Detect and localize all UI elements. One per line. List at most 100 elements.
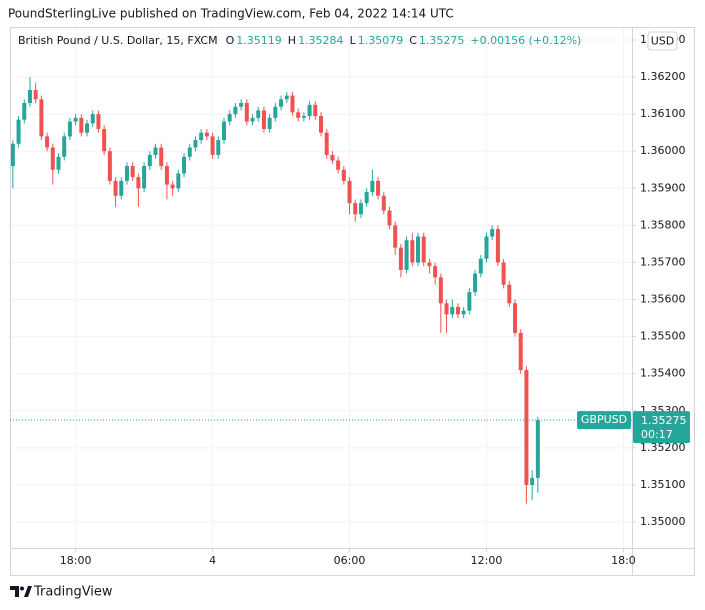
candle-body bbox=[501, 262, 506, 285]
candle-body bbox=[530, 477, 535, 485]
candle-body bbox=[296, 112, 301, 118]
candle-body bbox=[107, 151, 112, 181]
y-tick-label: 1.35400 bbox=[640, 367, 686, 380]
candle-body bbox=[79, 117, 84, 133]
candle-body bbox=[176, 173, 181, 189]
candle-body bbox=[307, 104, 312, 116]
candle-body bbox=[398, 247, 403, 270]
candle-body bbox=[96, 114, 101, 129]
legend-ohlc-value: 1.35079 bbox=[358, 34, 404, 47]
candle-body bbox=[290, 95, 295, 113]
chart-frame bbox=[10, 27, 695, 576]
candle-body bbox=[33, 90, 38, 100]
brand: TradingView bbox=[33, 585, 113, 600]
candle-body bbox=[461, 310, 466, 315]
candle-body bbox=[182, 156, 187, 174]
candle-body bbox=[119, 180, 124, 196]
candle-body bbox=[490, 229, 495, 237]
candle-body bbox=[50, 147, 55, 170]
candle-body bbox=[416, 236, 421, 263]
y-tick-label: 1.35500 bbox=[640, 330, 686, 343]
candle-body bbox=[73, 117, 78, 122]
candle-body bbox=[90, 114, 95, 124]
candle-body bbox=[433, 266, 438, 278]
candle-body bbox=[507, 284, 512, 304]
candle-body bbox=[518, 332, 523, 371]
legend-ohlc-label: H bbox=[288, 34, 296, 47]
candle-body bbox=[353, 203, 358, 215]
candle-body bbox=[284, 95, 289, 100]
symbol-tag bbox=[577, 411, 631, 430]
candle-body bbox=[102, 128, 107, 152]
candle-body bbox=[16, 119, 21, 144]
candle-body bbox=[10, 143, 15, 167]
currency-label: USD bbox=[651, 35, 675, 48]
candle-body bbox=[330, 154, 335, 161]
candle-body bbox=[233, 106, 238, 115]
candle-body bbox=[210, 136, 215, 155]
candle-body bbox=[524, 370, 529, 485]
candle-body bbox=[358, 203, 363, 215]
candle-body bbox=[67, 121, 72, 137]
candle-body bbox=[216, 140, 221, 155]
y-tick-label: 1.36100 bbox=[640, 107, 686, 120]
legend-ohlc-label: O bbox=[226, 34, 235, 47]
legend: British Pound / U.S. Dollar, 15, FXCM O 1.… bbox=[18, 34, 581, 47]
y-tick-label: 1.36200 bbox=[640, 70, 686, 83]
candle-body bbox=[136, 177, 141, 189]
candle-body bbox=[376, 180, 381, 196]
candle-body bbox=[484, 236, 489, 259]
price-tag-countdown: 00:17 bbox=[641, 428, 673, 441]
candle-body bbox=[364, 192, 369, 204]
candle-body bbox=[319, 115, 323, 133]
legend-ohlc-value: 1.35275 bbox=[419, 34, 465, 47]
candle-body bbox=[410, 240, 415, 263]
y-tick-label: 1.35900 bbox=[640, 181, 686, 194]
y-tick-label: 1.35800 bbox=[640, 218, 686, 231]
candle-body bbox=[170, 184, 175, 189]
candle-body bbox=[85, 123, 90, 133]
candle-body bbox=[301, 115, 306, 118]
candle-body bbox=[142, 166, 147, 189]
candle-body bbox=[204, 132, 209, 137]
candle-body bbox=[478, 258, 483, 274]
candle-body bbox=[187, 147, 192, 157]
price-tag-value: 1.35275 bbox=[641, 414, 687, 427]
candle-body bbox=[336, 160, 341, 170]
candle-body bbox=[467, 292, 472, 311]
candle-body bbox=[39, 99, 44, 137]
legend-change: +0.00156 (+0.12%) bbox=[470, 34, 581, 47]
candle-body bbox=[239, 103, 244, 107]
candle-body bbox=[381, 195, 386, 211]
candle-body bbox=[62, 136, 67, 157]
candle-body bbox=[113, 180, 118, 196]
candle-body bbox=[227, 114, 232, 122]
tradingview-logo bbox=[10, 586, 32, 597]
y-tick-label: 1.35200 bbox=[640, 441, 686, 454]
candle-body bbox=[450, 306, 455, 315]
candle-body bbox=[535, 420, 540, 478]
legend-ohlc-label: C bbox=[409, 34, 417, 47]
candle-body bbox=[199, 132, 204, 141]
y-tick-label: 1.36000 bbox=[640, 144, 686, 157]
symbol-tag-text: GBPUSD bbox=[581, 413, 627, 426]
legend-ohlc-value: 1.35119 bbox=[236, 34, 282, 47]
candle-body bbox=[324, 132, 329, 155]
y-tick-label: 1.35600 bbox=[640, 293, 686, 306]
candle-body bbox=[313, 104, 318, 116]
candle-body bbox=[164, 166, 169, 185]
plot-area bbox=[10, 27, 632, 548]
candle-body bbox=[455, 306, 460, 315]
candle-body bbox=[130, 166, 135, 178]
x-tick-label: 4 bbox=[209, 554, 216, 567]
candle-body bbox=[261, 110, 266, 129]
candle-body bbox=[341, 169, 346, 181]
x-tick-label: 06:00 bbox=[334, 554, 366, 567]
candle-body bbox=[444, 303, 449, 315]
candle-body bbox=[273, 106, 278, 118]
legend-ohlc-value: 1.35284 bbox=[298, 34, 344, 47]
x-tick-label: 12:00 bbox=[471, 554, 503, 567]
published-line: PoundSterlingLive published on TradingVi… bbox=[8, 7, 454, 21]
